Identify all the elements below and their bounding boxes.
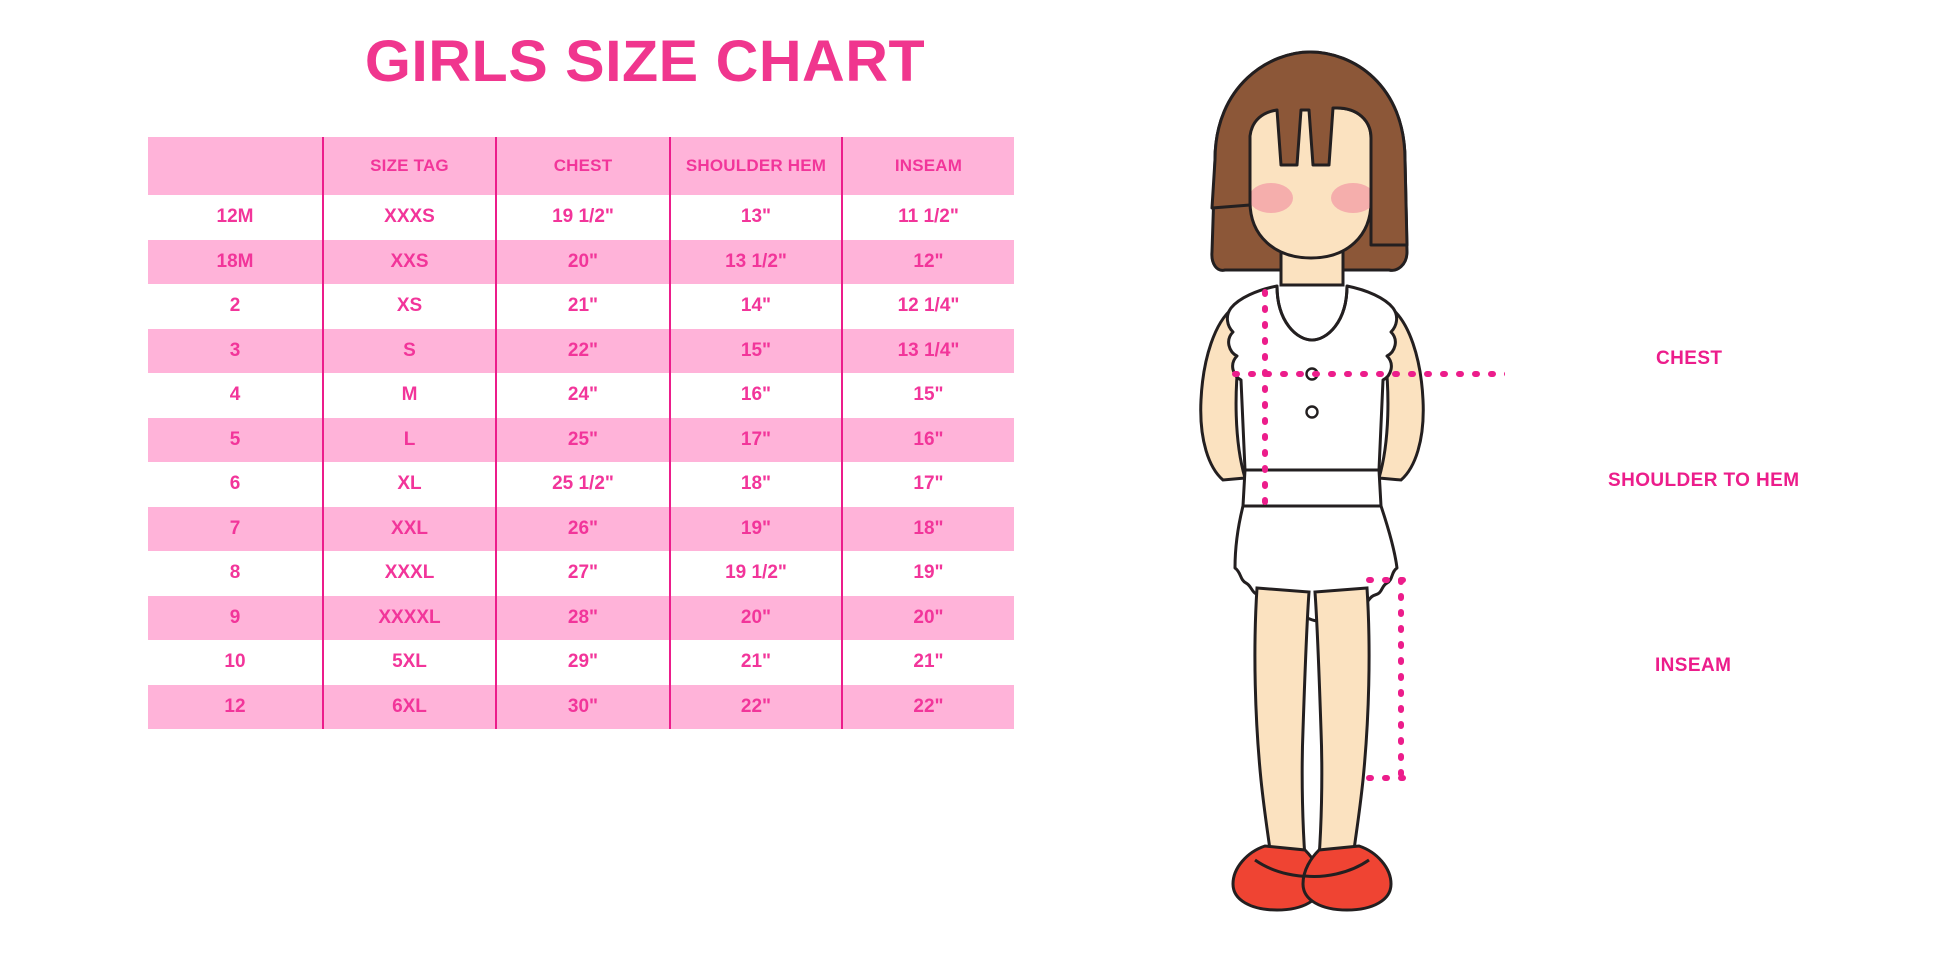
cell-size: 12M: [148, 195, 324, 240]
header-row: SIZE TAG CHEST SHOULDER HEM INSEAM: [148, 137, 1014, 195]
cell-chest: 22": [496, 328, 671, 373]
table-row: 3 S 22" 15" 13 1/4": [148, 328, 1014, 373]
cell-size-tag: XXS: [323, 239, 497, 284]
cell-chest: 20": [496, 239, 671, 284]
cell-shoulder-hem: 19 1/2": [670, 551, 843, 596]
cell-size: 7: [148, 506, 324, 551]
cell-size-tag: XS: [323, 284, 497, 329]
button-bottom: [1305, 405, 1319, 419]
cell-chest: 28": [496, 595, 671, 640]
column-header-inseam: INSEAM: [842, 137, 1014, 195]
cell-inseam: 16": [842, 417, 1014, 462]
cell-shoulder-hem: 13": [670, 195, 843, 240]
cell-size: 6: [148, 462, 324, 507]
cell-size: 10: [148, 640, 324, 685]
table-row: 18M XXS 20" 13 1/2" 12": [148, 239, 1014, 284]
blush-right-cheek: [1331, 183, 1375, 213]
cell-size-tag: 5XL: [323, 640, 497, 685]
column-header-size: [148, 137, 324, 195]
cell-size: 12: [148, 684, 324, 729]
cell-inseam: 13 1/4": [842, 328, 1014, 373]
cell-shoulder-hem: 21": [670, 640, 843, 685]
column-header-size-tag: SIZE TAG: [323, 137, 497, 195]
cell-shoulder-hem: 16": [670, 373, 843, 418]
table-row: 4 M 24" 16" 15": [148, 373, 1014, 418]
cell-chest: 29": [496, 640, 671, 685]
table-body: 12M XXXS 19 1/2" 13" 11 1/2" 18M XXS 20" 13 1/2"…: [148, 195, 1014, 729]
cell-chest: 30": [496, 684, 671, 729]
blouse-neckline: [1275, 285, 1349, 342]
left-leg-shape: [1253, 586, 1311, 860]
cell-size: 18M: [148, 239, 324, 284]
cell-chest: 25 1/2": [496, 462, 671, 507]
right-shoe-shape: [1301, 844, 1393, 912]
table-row: 10 5XL 29" 21" 21": [148, 640, 1014, 685]
table-row: 5 L 25" 17" 16": [148, 417, 1014, 462]
table-row: 8 XXXL 27" 19 1/2" 19": [148, 551, 1014, 596]
cell-size: 2: [148, 284, 324, 329]
cell-chest: 21": [496, 284, 671, 329]
cell-chest: 24": [496, 373, 671, 418]
right-shoe-strap: [1304, 858, 1370, 878]
cell-inseam: 22": [842, 684, 1014, 729]
table-row: 12 6XL 30" 22" 22": [148, 684, 1014, 729]
cell-shoulder-hem: 14": [670, 284, 843, 329]
cell-size: 9: [148, 595, 324, 640]
cell-shoulder-hem: 22": [670, 684, 843, 729]
cell-shoulder-hem: 15": [670, 328, 843, 373]
cell-chest: 27": [496, 551, 671, 596]
cell-inseam: 12 1/4": [842, 284, 1014, 329]
cell-size-tag: XL: [323, 462, 497, 507]
table-row: 7 XXL 26" 19" 18": [148, 506, 1014, 551]
cell-inseam: 19": [842, 551, 1014, 596]
cell-chest: 19 1/2": [496, 195, 671, 240]
column-header-chest: CHEST: [496, 137, 671, 195]
measurement-label-chest: CHEST: [1656, 348, 1723, 369]
cell-shoulder-hem: 18": [670, 462, 843, 507]
blush-left-cheek: [1249, 183, 1293, 213]
table-header: SIZE TAG CHEST SHOULDER HEM INSEAM: [148, 137, 1014, 195]
cell-inseam: 20": [842, 595, 1014, 640]
hair-bangs-shape: [1210, 50, 1409, 247]
measurement-label-shoulder-to-hem: SHOULDER TO HEM: [1608, 470, 1800, 491]
right-leg-shape: [1313, 586, 1371, 860]
cell-size: 4: [148, 373, 324, 418]
cell-size-tag: L: [323, 417, 497, 462]
cell-size: 3: [148, 328, 324, 373]
cell-inseam: 17": [842, 462, 1014, 507]
cell-inseam: 12": [842, 239, 1014, 284]
cell-size-tag: M: [323, 373, 497, 418]
size-table-container: SIZE TAG CHEST SHOULDER HEM INSEAM 12M XX…: [148, 137, 1014, 729]
cell-size-tag: XXXS: [323, 195, 497, 240]
cell-size: 5: [148, 417, 324, 462]
table-row: 9 XXXXL 28" 20" 20": [148, 595, 1014, 640]
measurement-label-inseam: INSEAM: [1655, 655, 1732, 676]
cell-size-tag: XXXXL: [323, 595, 497, 640]
cell-size: 8: [148, 551, 324, 596]
cell-inseam: 21": [842, 640, 1014, 685]
figure-group: [1199, 50, 1505, 912]
cell-shoulder-hem: 20": [670, 595, 843, 640]
cell-chest: 26": [496, 506, 671, 551]
table-row: 6 XL 25 1/2" 18" 17": [148, 462, 1014, 507]
cell-shoulder-hem: 13 1/2": [670, 239, 843, 284]
column-header-shoulder-hem: SHOULDER HEM: [670, 137, 843, 195]
cell-size-tag: XXL: [323, 506, 497, 551]
table-row: 2 XS 21" 14" 12 1/4": [148, 284, 1014, 329]
cell-shoulder-hem: 17": [670, 417, 843, 462]
table-row: 12M XXXS 19 1/2" 13" 11 1/2": [148, 195, 1014, 240]
cell-inseam: 11 1/2": [842, 195, 1014, 240]
girl-illustration: [1105, 40, 1505, 920]
cell-size-tag: S: [323, 328, 497, 373]
cell-inseam: 18": [842, 506, 1014, 551]
size-table: SIZE TAG CHEST SHOULDER HEM INSEAM 12M XX…: [148, 137, 1014, 729]
cell-size-tag: XXXL: [323, 551, 497, 596]
cell-size-tag: 6XL: [323, 684, 497, 729]
page-title: GIRLS SIZE CHART: [364, 29, 926, 94]
cell-chest: 25": [496, 417, 671, 462]
cell-inseam: 15": [842, 373, 1014, 418]
cell-shoulder-hem: 19": [670, 506, 843, 551]
